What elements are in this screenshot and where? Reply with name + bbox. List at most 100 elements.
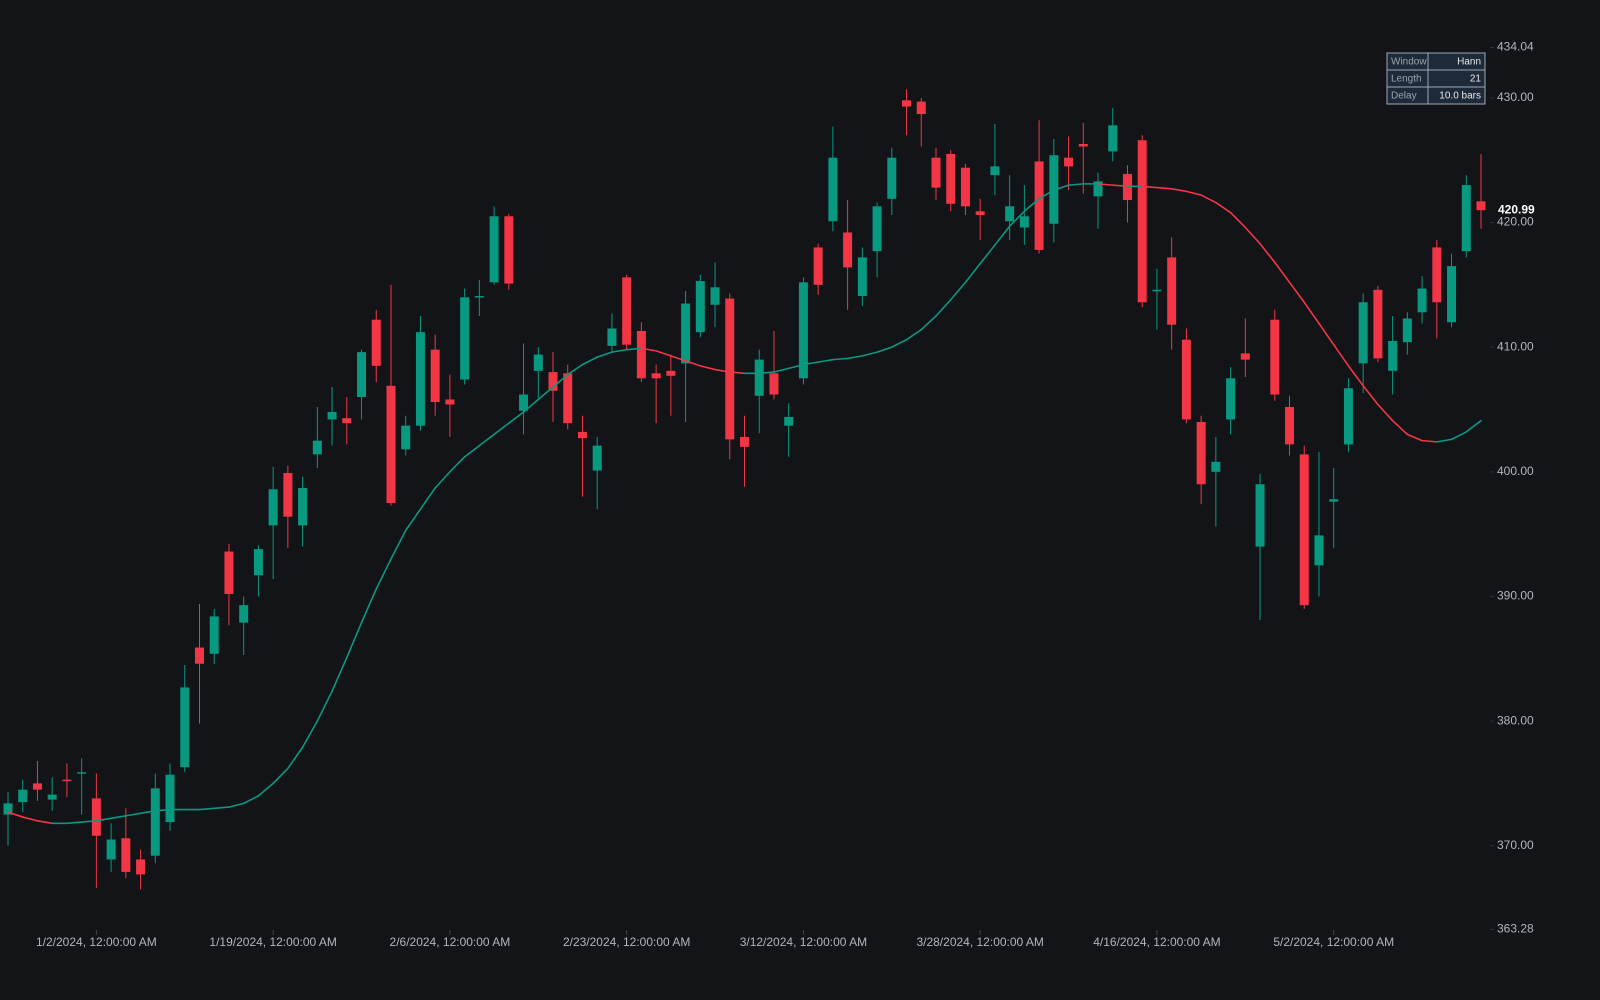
- ma-line-segment: [434, 470, 451, 489]
- ma-line-segment: [566, 363, 584, 376]
- candle-body: [651, 373, 661, 379]
- candle-body: [887, 157, 897, 199]
- candle-body: [283, 473, 293, 517]
- ma-line-segment: [1406, 433, 1423, 442]
- candle-body: [563, 373, 573, 424]
- ma-line-segment: [493, 422, 510, 436]
- candle-body: [754, 359, 764, 396]
- ma-line-segment: [1156, 186, 1173, 190]
- ma-line-segment: [95, 817, 112, 822]
- candle-body: [798, 282, 808, 379]
- candle-body: [504, 216, 514, 284]
- ma-line-segment: [110, 815, 127, 820]
- candle-body: [194, 647, 204, 664]
- y-tick-label: 430.00: [1497, 90, 1534, 104]
- ma-line-segment: [905, 328, 923, 341]
- ma-line-segment: [242, 795, 260, 805]
- x-tick-label: 3/12/2024, 12:00:00 AM: [740, 935, 867, 949]
- candle-body: [857, 257, 867, 297]
- ma-line-segment: [1347, 365, 1364, 387]
- candle-body: [224, 551, 234, 594]
- candle-body: [813, 247, 823, 285]
- y-tick-label: 363.28: [1497, 922, 1534, 936]
- ma-line-segment: [699, 365, 716, 371]
- candle-body: [1343, 388, 1353, 445]
- ma-line-segment: [994, 225, 1011, 246]
- ma-line-segment: [7, 811, 24, 818]
- ma-line-segment: [272, 767, 289, 785]
- info-key: Delay: [1391, 91, 1417, 102]
- candle-body: [253, 549, 263, 576]
- ma-line-segment: [876, 346, 893, 353]
- ma-line-segment: [861, 351, 878, 357]
- ma-line-segment: [139, 810, 157, 815]
- ma-line-segment: [345, 621, 363, 659]
- ma-line-segment: [964, 262, 981, 284]
- x-tick-label: 4/16/2024, 12:00:00 AM: [1093, 935, 1220, 949]
- candle-body: [828, 157, 838, 222]
- candle-body: [1417, 288, 1427, 313]
- candle-body: [695, 281, 705, 333]
- candle-body: [445, 399, 455, 405]
- ma-line-segment: [1391, 419, 1409, 436]
- candle-body: [592, 445, 602, 471]
- ma-line-segment: [390, 529, 407, 560]
- candle-body: [843, 232, 853, 268]
- ma-line-segment: [198, 807, 216, 811]
- candle-body: [489, 216, 499, 283]
- ma-line-segment: [728, 371, 746, 375]
- candle-body: [636, 330, 646, 379]
- candle-body: [106, 839, 116, 860]
- candle-body: [975, 211, 985, 216]
- ma-line-segment: [596, 351, 613, 358]
- candle-body: [430, 349, 440, 402]
- ma-line-segment: [1053, 184, 1070, 191]
- candle-body: [121, 838, 131, 872]
- candle-body: [1137, 140, 1147, 303]
- ma-line-segment: [21, 816, 39, 822]
- ma-line-segment: [949, 281, 967, 301]
- ma-line-segment: [846, 355, 864, 360]
- ma-line-segment: [714, 368, 731, 373]
- ma-line-segment: [611, 348, 628, 353]
- ma-line-segment: [1421, 439, 1438, 443]
- candle-body: [136, 859, 146, 875]
- candle-body: [150, 788, 160, 856]
- candle-body: [3, 803, 13, 815]
- candle-body: [312, 440, 322, 455]
- candle-body: [931, 157, 941, 188]
- candle-body: [1314, 535, 1324, 566]
- ma-line-segment: [257, 782, 274, 797]
- ma-line-segment: [802, 361, 819, 366]
- candle-body: [1211, 461, 1221, 472]
- ma-line-segment: [1318, 322, 1335, 346]
- ma-line-segment: [773, 367, 790, 373]
- candle-body: [1108, 125, 1118, 152]
- candle-body: [533, 354, 543, 371]
- ma-line-segment: [1170, 188, 1188, 193]
- candle-body: [1196, 421, 1206, 485]
- ma-line-segment: [1215, 201, 1232, 214]
- candle-body: [268, 489, 278, 526]
- candle-body: [165, 774, 175, 823]
- info-key: Length: [1391, 74, 1422, 85]
- ma-line-segment: [154, 808, 171, 812]
- candle-body: [77, 772, 87, 774]
- ma-line-segment: [655, 350, 672, 357]
- ma-line-segment: [80, 820, 98, 823]
- candle-body: [1461, 185, 1471, 252]
- ma-line-segment: [478, 433, 495, 447]
- y-tick-label: 370.00: [1497, 838, 1534, 852]
- ma-line-segment: [640, 347, 657, 352]
- ma-line-segment: [360, 588, 378, 624]
- candle-body: [1402, 318, 1412, 343]
- ma-line-segment: [301, 720, 319, 749]
- candle-body: [32, 783, 42, 790]
- candle-body: [18, 789, 28, 803]
- ma-line-segment: [979, 244, 996, 265]
- y-tick-label: 390.00: [1497, 589, 1534, 603]
- candle-body: [371, 319, 381, 366]
- candle-body: [209, 616, 219, 654]
- ma-line-segment: [1377, 403, 1394, 422]
